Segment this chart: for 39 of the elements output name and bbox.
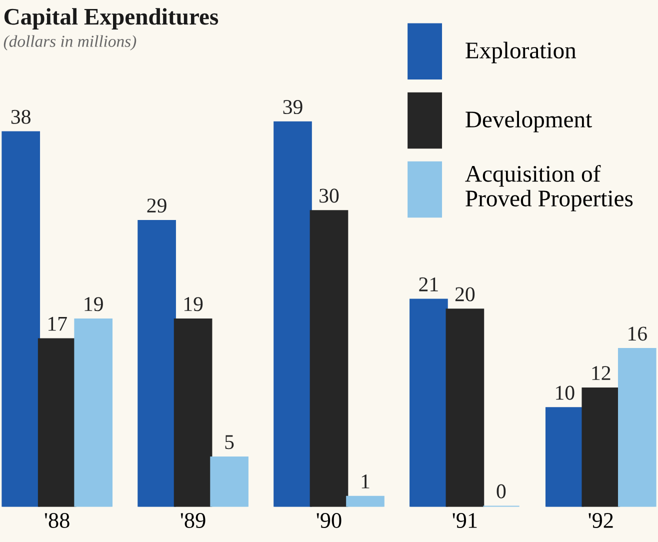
data-label: 39: [283, 100, 302, 114]
legend-label: Acquisition of Proved Properties: [465, 164, 633, 212]
data-label: 21: [419, 277, 438, 292]
bar: [410, 298, 448, 507]
data-label: 19: [84, 297, 103, 312]
bar: [618, 348, 656, 507]
data-label: 38: [11, 110, 30, 124]
x-tick-label: '92: [588, 513, 613, 528]
x-tick-label: '90: [316, 512, 342, 528]
data-label: 0: [496, 484, 506, 498]
bar: [74, 318, 113, 507]
bar: [38, 338, 76, 507]
bar: [346, 496, 384, 507]
bar: [2, 131, 40, 507]
x-tick-label: '91: [452, 513, 477, 528]
bar: [210, 456, 248, 507]
bar: [446, 308, 484, 507]
data-label: 30: [320, 188, 339, 203]
chart-title: Capital Expenditures: [4, 8, 218, 30]
data-label: 5: [225, 435, 234, 450]
bar: [274, 121, 312, 507]
chart-subtitle: (dollars in millions): [4, 35, 136, 50]
data-label: 10: [556, 386, 574, 400]
legend-label: Development: [466, 110, 592, 132]
bar: [310, 210, 348, 507]
x-tick-label: '88: [44, 512, 70, 528]
bar: [582, 387, 620, 507]
data-label: 17: [48, 316, 67, 331]
data-label: 19: [184, 297, 203, 312]
data-label: 12: [592, 366, 610, 380]
x-tick-label: '89: [180, 512, 206, 528]
bar: [545, 407, 584, 507]
legend-label: Exploration: [466, 42, 576, 64]
bar: [138, 220, 176, 507]
data-label: 1: [362, 474, 370, 488]
data-label: 29: [147, 198, 166, 213]
bar: [174, 318, 212, 507]
data-label: 16: [628, 326, 647, 341]
data-label: 20: [455, 287, 475, 302]
